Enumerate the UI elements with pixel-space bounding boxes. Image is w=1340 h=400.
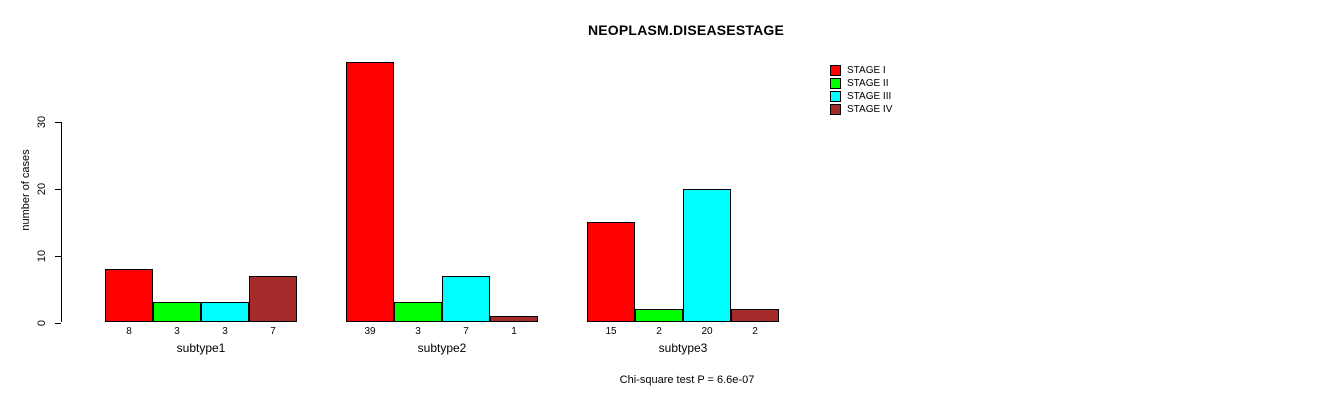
bar-subtype2-stage-ii bbox=[394, 302, 442, 323]
bar-value-label: 3 bbox=[222, 326, 228, 337]
bar-value-label: 7 bbox=[463, 326, 469, 337]
bar-subtype3-stage-ii bbox=[635, 309, 683, 323]
legend-swatch-stage-i bbox=[830, 65, 841, 76]
legend-item-stage-iv: STAGE IV bbox=[830, 103, 892, 116]
legend-item-stage-i: STAGE I bbox=[830, 64, 892, 77]
bar-value-label: 39 bbox=[364, 326, 376, 337]
bar-value-label: 8 bbox=[126, 326, 132, 337]
legend: STAGE I STAGE II STAGE III STAGE IV bbox=[830, 64, 892, 116]
bar-subtype1-stage-ii bbox=[153, 302, 201, 323]
legend-label-stage-iv: STAGE IV bbox=[847, 104, 893, 115]
y-axis-title: number of cases bbox=[20, 149, 32, 231]
legend-item-stage-iii: STAGE III bbox=[830, 90, 892, 103]
bar-value-label: 2 bbox=[656, 326, 662, 337]
y-tick bbox=[55, 122, 61, 123]
x-axis-group-label: subtype3 bbox=[658, 341, 708, 355]
bar-subtype2-stage-iv bbox=[490, 315, 538, 323]
bar-subtype2-stage-i bbox=[346, 61, 394, 323]
bar-subtype3-stage-i bbox=[587, 222, 635, 323]
legend-item-stage-ii: STAGE II bbox=[830, 77, 892, 90]
legend-label-stage-iii: STAGE III bbox=[847, 91, 892, 102]
legend-swatch-stage-iv bbox=[830, 104, 841, 115]
bar-subtype1-stage-iii bbox=[201, 302, 249, 323]
bar-subtype2-stage-iii bbox=[442, 275, 490, 323]
y-tick bbox=[55, 189, 61, 190]
bar-subtype3-stage-iii bbox=[683, 188, 731, 323]
bar-value-label: 20 bbox=[701, 326, 713, 337]
y-tick-label: 0 bbox=[36, 319, 48, 326]
stat-test-label: Chi-square test P = 6.6e-07 bbox=[619, 374, 755, 386]
bar-value-label: 15 bbox=[605, 326, 617, 337]
bar-value-label: 7 bbox=[270, 326, 276, 337]
x-axis-group-label: subtype2 bbox=[417, 341, 467, 355]
y-tick bbox=[55, 256, 61, 257]
x-axis-group-label: subtype1 bbox=[176, 341, 226, 355]
bar-subtype3-stage-iv bbox=[731, 309, 779, 323]
bar-value-label: 1 bbox=[511, 326, 517, 337]
legend-swatch-stage-ii bbox=[830, 78, 841, 89]
y-tick-label: 10 bbox=[36, 249, 48, 262]
bar-value-label: 3 bbox=[415, 326, 421, 337]
legend-swatch-stage-iii bbox=[830, 91, 841, 102]
legend-label-stage-i: STAGE I bbox=[847, 65, 886, 76]
y-axis-line bbox=[61, 122, 62, 323]
y-tick-label: 30 bbox=[36, 115, 48, 129]
y-tick bbox=[55, 323, 61, 324]
bar-subtype1-stage-i bbox=[105, 269, 153, 323]
y-tick-label: 20 bbox=[36, 182, 48, 195]
bar-value-label: 3 bbox=[174, 326, 180, 337]
chart-title: NEOPLASM.DISEASESTAGE bbox=[587, 22, 785, 38]
legend-label-stage-ii: STAGE II bbox=[847, 78, 889, 89]
bar-subtype1-stage-iv bbox=[249, 275, 297, 323]
bar-value-label: 2 bbox=[752, 326, 758, 337]
